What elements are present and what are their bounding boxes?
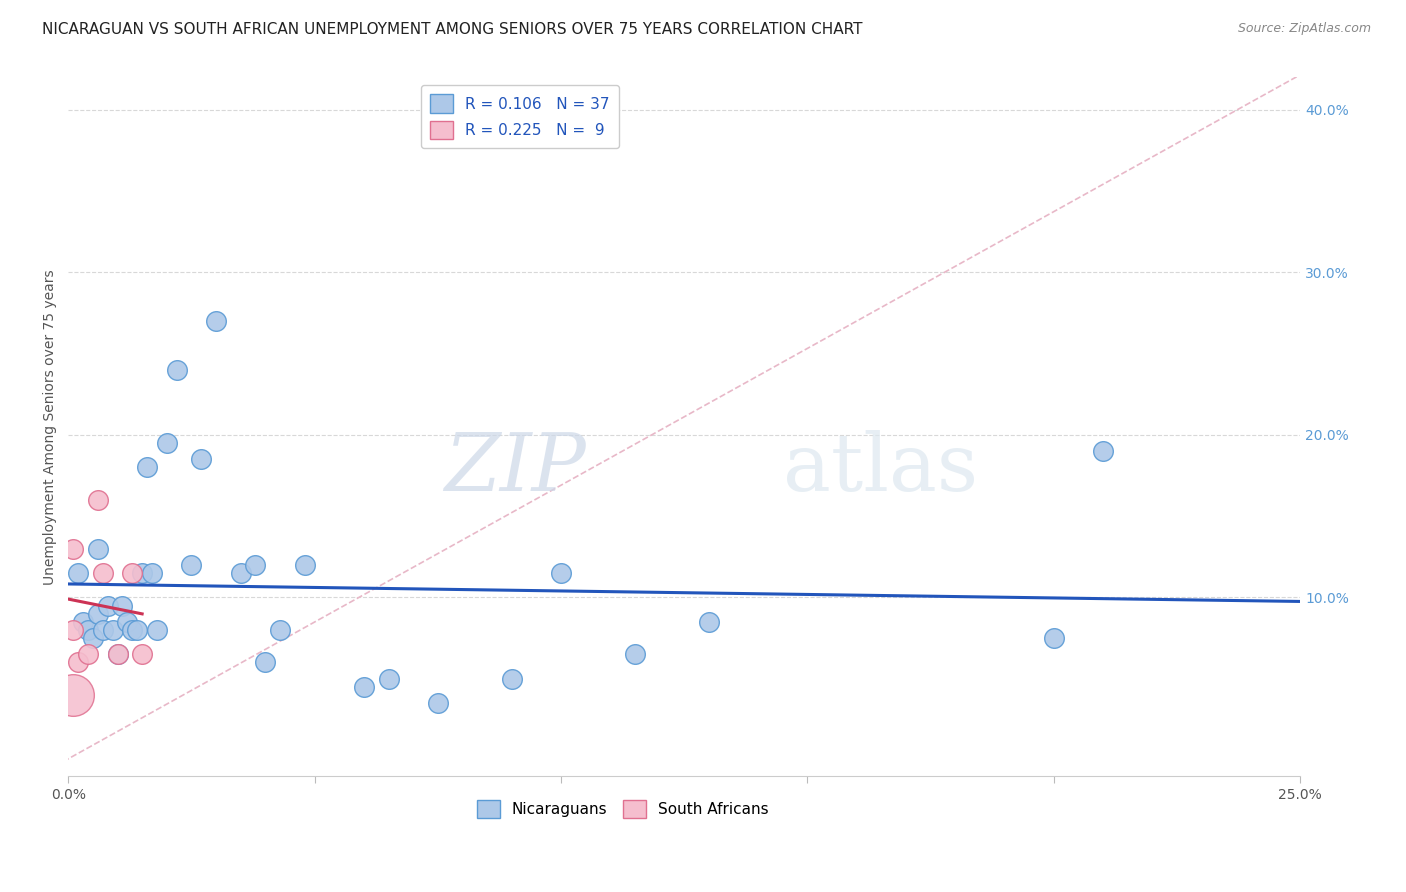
Point <box>107 648 129 662</box>
Point <box>91 623 114 637</box>
Point <box>62 688 84 702</box>
Point <box>97 599 120 613</box>
Point <box>87 541 110 556</box>
Point <box>87 492 110 507</box>
Point <box>229 566 252 580</box>
Point <box>91 566 114 580</box>
Text: atlas: atlas <box>783 430 977 508</box>
Point <box>180 558 202 572</box>
Point <box>1091 444 1114 458</box>
Point <box>190 452 212 467</box>
Point <box>77 648 100 662</box>
Point <box>550 566 572 580</box>
Point <box>101 623 124 637</box>
Point <box>72 615 94 629</box>
Point <box>77 623 100 637</box>
Point <box>62 541 84 556</box>
Point <box>131 648 153 662</box>
Point <box>697 615 720 629</box>
Point <box>141 566 163 580</box>
Point <box>426 696 449 710</box>
Point <box>501 672 523 686</box>
Point <box>127 623 149 637</box>
Point <box>353 680 375 694</box>
Point <box>107 648 129 662</box>
Point <box>121 623 143 637</box>
Point <box>254 656 277 670</box>
Point <box>377 672 399 686</box>
Point <box>117 615 139 629</box>
Point <box>166 363 188 377</box>
Text: NICARAGUAN VS SOUTH AFRICAN UNEMPLOYMENT AMONG SENIORS OVER 75 YEARS CORRELATION: NICARAGUAN VS SOUTH AFRICAN UNEMPLOYMENT… <box>42 22 863 37</box>
Point <box>111 599 134 613</box>
Point <box>156 436 179 450</box>
Point <box>82 631 104 645</box>
Point <box>87 607 110 621</box>
Y-axis label: Unemployment Among Seniors over 75 years: Unemployment Among Seniors over 75 years <box>44 269 58 584</box>
Text: Source: ZipAtlas.com: Source: ZipAtlas.com <box>1237 22 1371 36</box>
Point <box>67 566 90 580</box>
Legend: Nicaraguans, South Africans: Nicaraguans, South Africans <box>471 794 775 824</box>
Point <box>624 648 647 662</box>
Point <box>294 558 316 572</box>
Point <box>205 314 228 328</box>
Point <box>131 566 153 580</box>
Text: ZIP: ZIP <box>444 430 586 508</box>
Point <box>146 623 169 637</box>
Point <box>1042 631 1064 645</box>
Point <box>121 566 143 580</box>
Point <box>67 656 90 670</box>
Point <box>245 558 267 572</box>
Point <box>269 623 291 637</box>
Point <box>62 623 84 637</box>
Point <box>136 460 159 475</box>
